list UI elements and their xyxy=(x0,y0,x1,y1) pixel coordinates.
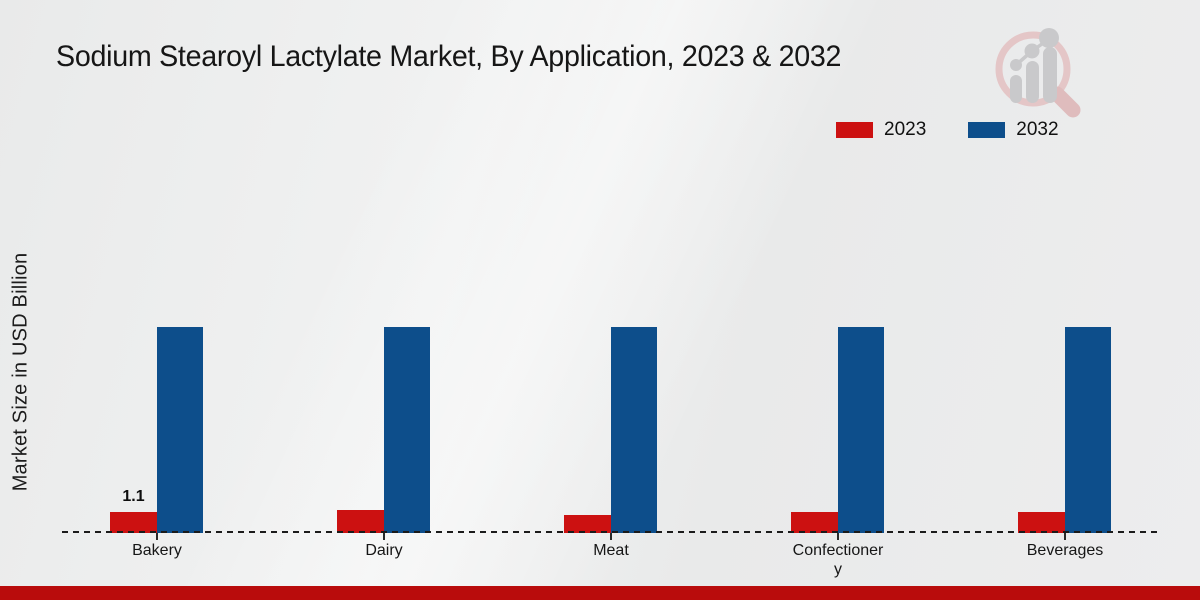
bar-2032-confectionery xyxy=(838,327,884,533)
legend-label-2032: 2032 xyxy=(1016,119,1059,140)
bar-2032-bakery xyxy=(157,327,203,533)
legend-item-2023: 2023 xyxy=(836,119,926,141)
legend-swatch-2023 xyxy=(836,122,873,138)
bar-2032-beverages xyxy=(1065,327,1111,533)
x-axis-baseline xyxy=(62,531,1158,533)
magnifier-bar-chart-logo-icon xyxy=(995,28,1081,118)
bar-2032-dairy xyxy=(384,327,430,533)
x-axis-tick xyxy=(837,533,839,540)
bar-2023-dairy xyxy=(337,510,384,533)
category-label-meat: Meat xyxy=(593,542,629,559)
bar-2023-beverages xyxy=(1018,512,1065,533)
category-label-dairy: Dairy xyxy=(365,542,403,559)
x-axis-tick xyxy=(383,533,385,540)
category-label-confectionery: Confectionery xyxy=(792,542,884,579)
legend: 2023 2032 xyxy=(836,119,1059,141)
legend-swatch-2032 xyxy=(968,122,1006,138)
bar-2023-meat xyxy=(564,515,611,533)
data-label-2023-bakery: 1.1 xyxy=(122,488,145,505)
legend-item-2032: 2032 xyxy=(968,119,1059,141)
x-axis-tick xyxy=(1064,533,1066,540)
legend-label-2023: 2023 xyxy=(884,119,927,140)
x-axis-tick xyxy=(156,533,158,540)
footer-accent-bar xyxy=(0,586,1200,600)
bar-2023-bakery xyxy=(110,512,157,533)
chart-title: Sodium Stearoyl Lactylate Market, By App… xyxy=(56,40,842,73)
bar-2023-confectionery xyxy=(791,512,838,533)
bar-2032-meat xyxy=(611,327,657,533)
x-axis-tick xyxy=(610,533,612,540)
category-label-beverages: Beverages xyxy=(1026,542,1104,559)
category-label-bakery: Bakery xyxy=(132,542,182,559)
